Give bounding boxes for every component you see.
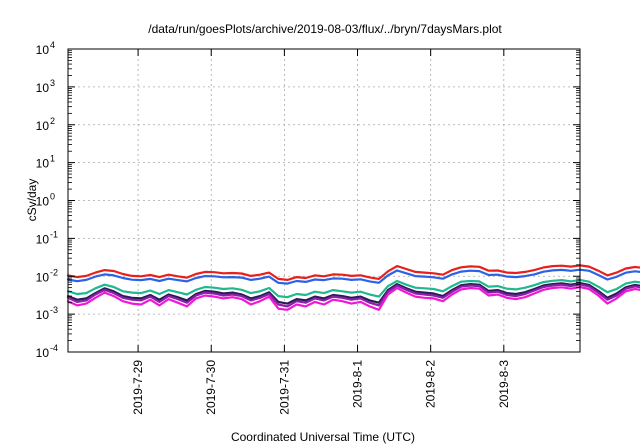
series-line-3 [66, 278, 640, 299]
y-axis-label: cSv/day [25, 179, 39, 222]
y-tick-label: 10 0 [36, 192, 55, 209]
y-tick-exponent: -1 [50, 229, 58, 239]
y-tick-label: 10 2 [36, 116, 55, 133]
y-tick-label: 10 -2 [36, 267, 58, 284]
series-line-1 [66, 264, 640, 281]
x-tick-labels: 2019-7-29 2019-7-30 2019-7-31 2019-8-1 2019-… [131, 360, 511, 415]
y-tick-base: 10 [36, 119, 50, 133]
y-tick-label: 10 -3 [36, 305, 58, 322]
series-line-5 [66, 283, 640, 308]
y-tick-exponent: -2 [50, 267, 58, 277]
y-tick-base: 10 [36, 270, 50, 284]
x-tick-label: 2019-7-29 [131, 360, 145, 415]
series-line-4 [66, 282, 640, 305]
y-tick-base: 10 [36, 157, 50, 171]
y-tick-exponent: 4 [50, 40, 55, 50]
y-tick-exponent: -4 [50, 343, 58, 353]
x-tick-label: 2019-8-2 [424, 360, 438, 408]
y-tick-label: 10 3 [36, 78, 55, 95]
y-tick-label: 10 4 [36, 40, 55, 57]
chart-title: /data/run/goesPlots/archive/2019-08-03/f… [148, 22, 502, 36]
y-tick-label: 10 1 [36, 154, 55, 171]
series-line-2 [66, 268, 640, 285]
x-tick-label: 2019-7-31 [277, 360, 291, 415]
x-axis-label: Coordinated Universal Time (UTC) [231, 430, 415, 444]
x-tick-label: 2019-8-3 [497, 360, 511, 408]
plot-frame [67, 48, 581, 353]
y-tick-exponent: -3 [50, 305, 58, 315]
y-tick-exponent: 0 [50, 192, 55, 202]
series-group [66, 264, 640, 311]
x-tick-label: 2019-7-30 [204, 360, 218, 415]
y-tick-base: 10 [36, 195, 50, 209]
y-tick-base: 10 [36, 232, 50, 246]
y-tick-exponent: 3 [50, 78, 55, 88]
axes [67, 48, 581, 353]
y-tick-base: 10 [36, 308, 50, 322]
y-tick-exponent: 2 [50, 116, 55, 126]
y-tick-base: 10 [36, 346, 50, 360]
y-tick-base: 10 [36, 81, 50, 95]
y-tick-exponent: 1 [50, 154, 55, 164]
x-tick-label: 2019-8-1 [351, 360, 365, 408]
series-line-6 [66, 285, 640, 311]
y-tick-label: 10 -1 [36, 229, 58, 246]
y-tick-base: 10 [36, 43, 50, 57]
y-tick-label: 10 -4 [36, 343, 58, 360]
grid-lines [68, 49, 580, 352]
